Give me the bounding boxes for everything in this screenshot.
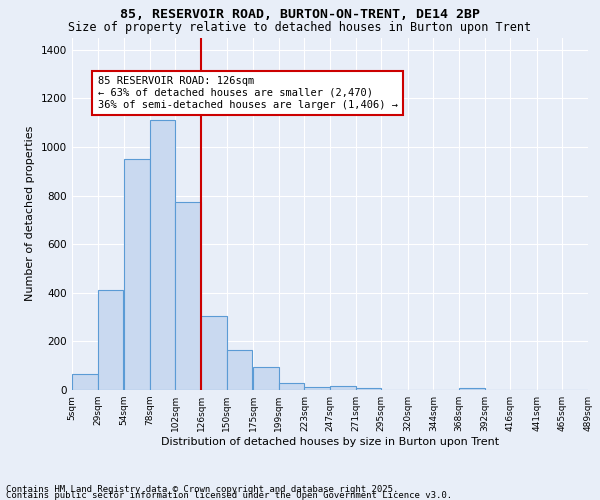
Bar bbox=[227, 350, 252, 390]
Text: 85, RESERVOIR ROAD, BURTON-ON-TRENT, DE14 2BP: 85, RESERVOIR ROAD, BURTON-ON-TRENT, DE1… bbox=[120, 8, 480, 20]
Text: Size of property relative to detached houses in Burton upon Trent: Size of property relative to detached ho… bbox=[68, 21, 532, 34]
Bar bbox=[330, 386, 356, 390]
Bar bbox=[150, 120, 175, 390]
Bar bbox=[201, 316, 227, 390]
Y-axis label: Number of detached properties: Number of detached properties bbox=[25, 126, 35, 302]
Bar bbox=[253, 367, 279, 390]
Text: Contains HM Land Registry data © Crown copyright and database right 2025.: Contains HM Land Registry data © Crown c… bbox=[6, 485, 398, 494]
Bar bbox=[304, 387, 330, 390]
Bar bbox=[72, 374, 98, 390]
Bar bbox=[98, 290, 123, 390]
Bar bbox=[356, 388, 381, 390]
Bar bbox=[279, 382, 304, 390]
Bar bbox=[124, 159, 150, 390]
Bar bbox=[459, 388, 485, 390]
Text: 85 RESERVOIR ROAD: 126sqm
← 63% of detached houses are smaller (2,470)
36% of se: 85 RESERVOIR ROAD: 126sqm ← 63% of detac… bbox=[98, 76, 398, 110]
X-axis label: Distribution of detached houses by size in Burton upon Trent: Distribution of detached houses by size … bbox=[161, 437, 499, 447]
Bar bbox=[175, 202, 201, 390]
Text: Contains public sector information licensed under the Open Government Licence v3: Contains public sector information licen… bbox=[6, 490, 452, 500]
